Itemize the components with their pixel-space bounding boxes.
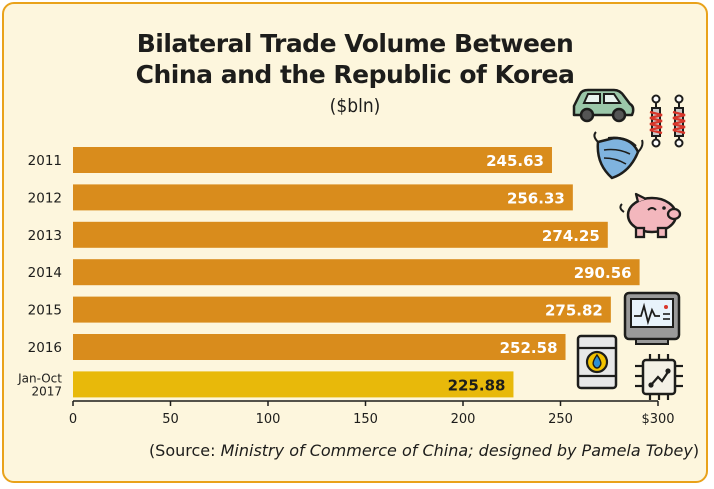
category-label-5: 2016 <box>28 340 62 356</box>
source-prefix: (Source: <box>148 441 221 460</box>
bar-4 <box>73 296 611 323</box>
x-tick-label-1: 50 <box>162 412 179 427</box>
bar-2 <box>73 221 608 248</box>
source-italic: Ministry of Commerce of China; designed … <box>220 441 693 460</box>
bar-value-label-5: 252.58 <box>500 339 558 357</box>
x-tick-label-3: 150 <box>353 412 378 427</box>
category-label-1: 2012 <box>28 190 62 206</box>
bar-6 <box>73 371 514 398</box>
source-note: (Source: Ministry of Commerce of China; … <box>0 441 714 460</box>
x-tick-label-5: 250 <box>548 412 573 427</box>
car-icon <box>572 88 635 123</box>
mask-icon <box>593 131 644 180</box>
category-label-6: Jan-Oct 2017 <box>17 371 62 398</box>
unit-label: ($bln) <box>329 95 381 117</box>
bar-value-label-4: 275.82 <box>545 302 603 320</box>
circuit-chip-icon <box>635 354 683 400</box>
bar-5 <box>73 334 566 360</box>
bar-value-label-0: 245.63 <box>486 152 544 170</box>
monitor-icon <box>623 291 681 345</box>
bar-3 <box>73 259 640 286</box>
bar-value-label-6: 225.88 <box>448 376 506 394</box>
bar-1 <box>73 184 573 211</box>
x-tick-label-0: 0 <box>69 412 77 427</box>
x-tick-label-4: 200 <box>451 412 476 427</box>
bar-value-label-1: 256.33 <box>507 189 565 207</box>
category-label-0: 2011 <box>28 153 62 169</box>
category-label-4: 2015 <box>28 303 62 319</box>
title-line-1: Bilateral Trade Volume Between <box>136 29 574 58</box>
piggy-bank-icon <box>619 192 682 239</box>
source-suffix: ) <box>692 441 700 460</box>
bar-value-label-3: 290.56 <box>574 264 632 282</box>
shock-absorber-icon <box>649 94 686 148</box>
x-tick-label-6: $300 <box>641 412 674 427</box>
chart-title: Bilateral Trade Volume Between China and… <box>0 28 710 90</box>
title-line-2: China and the Republic of Korea <box>135 60 575 89</box>
oil-barrel-icon <box>576 334 618 390</box>
bar-0 <box>73 147 552 173</box>
bar-value-label-2: 274.25 <box>542 227 600 245</box>
x-tick-label-2: 100 <box>256 412 281 427</box>
category-label-2: 2013 <box>28 228 62 244</box>
category-label-3: 2014 <box>28 265 62 281</box>
